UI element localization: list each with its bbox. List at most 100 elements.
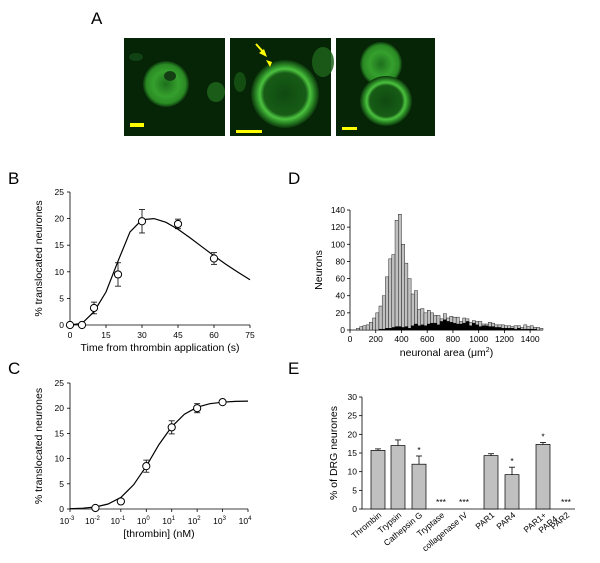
x-tick-label: 600 bbox=[420, 334, 434, 344]
y-tick-label: 10 bbox=[55, 454, 65, 464]
category-label: PAR2 bbox=[548, 510, 571, 532]
histogram-bar-translocated bbox=[491, 326, 495, 331]
x-tick-label: 1400 bbox=[521, 334, 540, 344]
y-tick-label: 10 bbox=[348, 467, 358, 477]
y-tick-label: 25 bbox=[348, 411, 358, 421]
histogram-bar-translocated bbox=[468, 325, 473, 331]
significance-marker: *** bbox=[561, 497, 572, 507]
histogram-bar-total bbox=[372, 317, 376, 331]
y-tick-label: 5 bbox=[59, 293, 64, 303]
y-tick-label: 140 bbox=[331, 205, 345, 215]
y-tick-label: 20 bbox=[336, 308, 346, 318]
bar bbox=[535, 444, 551, 510]
histogram-bar-total bbox=[536, 327, 540, 331]
bar bbox=[411, 463, 427, 510]
data-point bbox=[218, 398, 227, 407]
histogram-bar-total bbox=[404, 262, 409, 331]
x-tick-label: 60 bbox=[209, 330, 219, 340]
x-tick-label: 102 bbox=[188, 516, 201, 526]
y-tick-label: 40 bbox=[336, 291, 346, 301]
histogram-bar-translocated bbox=[385, 328, 389, 331]
histogram-bar-translocated bbox=[475, 324, 479, 331]
y-tick-label: 20 bbox=[348, 429, 358, 439]
y-tick-label: 0 bbox=[59, 320, 64, 330]
data-point bbox=[173, 219, 183, 229]
x-tick-label: 100 bbox=[137, 516, 150, 526]
histogram-bar-translocated bbox=[533, 328, 537, 331]
x-tick-label: 0 bbox=[68, 330, 73, 340]
chart-b: 0 5 10 15 20 25 0 15 30 45 60 75 Time from thrombin … bbox=[33, 187, 255, 354]
histogram-bar-translocated bbox=[529, 328, 534, 331]
x-axis-label: neuronal area (μm2) bbox=[400, 347, 493, 359]
x-axis-label: [thrombin] (nM) bbox=[123, 528, 194, 540]
histogram-bar-translocated bbox=[414, 323, 418, 331]
x-tick-label: 400 bbox=[394, 334, 408, 344]
x-tick-label: 30 bbox=[137, 330, 147, 340]
scale-bar bbox=[130, 123, 144, 127]
histogram-bar-translocated bbox=[478, 326, 483, 331]
bar bbox=[390, 445, 406, 510]
significance-marker: * bbox=[541, 432, 545, 442]
histogram-bar-translocated bbox=[500, 328, 505, 331]
histogram-bar-total bbox=[401, 244, 405, 331]
significance-marker: *** bbox=[436, 497, 447, 507]
histogram-bar-translocated bbox=[398, 326, 402, 331]
y-tick-label: 0 bbox=[59, 504, 64, 514]
panel-label-e: E bbox=[288, 359, 299, 378]
x-tick-label: 103 bbox=[213, 516, 226, 526]
panel-label-c: C bbox=[8, 359, 20, 378]
neuron-image-2 bbox=[230, 38, 334, 136]
y-tick-label: 20 bbox=[55, 403, 65, 413]
histogram-bar-translocated bbox=[378, 328, 383, 331]
y-tick-label: 0 bbox=[340, 325, 345, 335]
histogram-bar-translocated bbox=[401, 327, 405, 331]
x-tick-label: 45 bbox=[173, 330, 183, 340]
y-axis-label: % translocated neurones bbox=[33, 200, 45, 316]
y-tick-label: 25 bbox=[55, 187, 65, 197]
histogram-bar-total bbox=[359, 326, 364, 331]
histogram-bar-total bbox=[410, 293, 415, 331]
histogram-bar-total bbox=[407, 278, 412, 331]
x-tick-label: 10-1 bbox=[110, 516, 125, 526]
histogram-bar-translocated bbox=[481, 325, 486, 331]
data-point bbox=[193, 404, 202, 413]
category-label: PAR4 bbox=[494, 510, 517, 532]
fit-curve bbox=[69, 217, 251, 326]
y-axis-label: Neurons bbox=[313, 250, 325, 290]
data-point bbox=[65, 320, 75, 330]
histogram-bar-total bbox=[369, 322, 373, 331]
data-point bbox=[116, 497, 125, 506]
histogram-bar-translocated bbox=[520, 328, 524, 331]
histogram-bar-translocated bbox=[407, 328, 412, 331]
histogram-bar-translocated bbox=[410, 325, 415, 331]
data-point bbox=[89, 303, 99, 313]
x-tick-label: 15 bbox=[101, 330, 111, 340]
data-point bbox=[77, 320, 87, 330]
bar bbox=[483, 455, 499, 510]
histogram-bar-translocated bbox=[417, 325, 421, 331]
x-tick-label: 10-3 bbox=[60, 516, 75, 526]
scale-bar bbox=[342, 127, 357, 130]
y-axis-label: % of DRG neurones bbox=[328, 406, 340, 500]
histogram-bar-translocated bbox=[484, 325, 489, 331]
histogram-bar-translocated bbox=[452, 322, 457, 331]
histogram-bar-total bbox=[398, 214, 402, 331]
x-tick-label: 1000 bbox=[469, 334, 488, 344]
histogram-bar-translocated bbox=[420, 324, 425, 331]
histogram-bar-total bbox=[381, 295, 386, 331]
scale-bar bbox=[236, 130, 262, 133]
histogram-bar-total bbox=[362, 325, 367, 331]
y-tick-label: 15 bbox=[55, 240, 65, 250]
histogram-bar-translocated bbox=[497, 327, 502, 331]
histogram-bar-translocated bbox=[449, 322, 454, 331]
histogram-bar-translocated bbox=[465, 321, 470, 331]
histogram-bar-total bbox=[388, 258, 393, 331]
y-tick-label: 5 bbox=[59, 479, 64, 489]
fit-curve bbox=[69, 400, 249, 510]
data-point bbox=[142, 462, 151, 471]
y-tick-label: 5 bbox=[352, 485, 357, 495]
histogram-bar-total bbox=[394, 220, 399, 331]
histogram-bar-translocated bbox=[427, 323, 431, 331]
histogram-bar-translocated bbox=[488, 326, 492, 331]
